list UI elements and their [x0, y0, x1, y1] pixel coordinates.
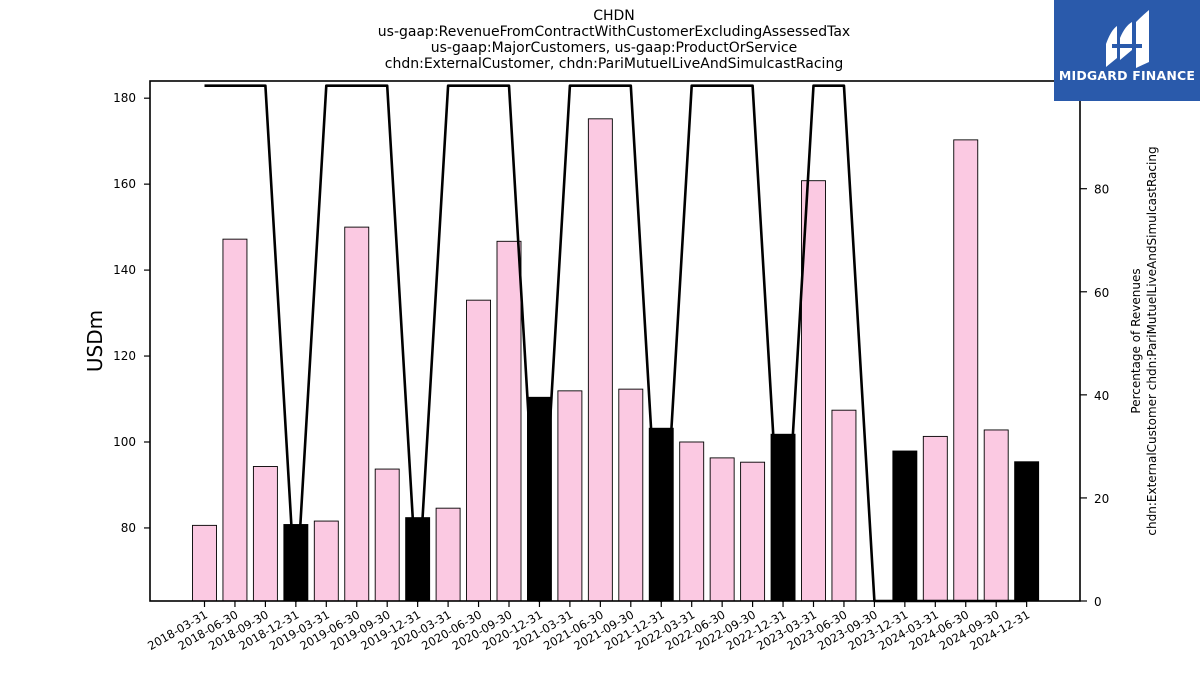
bar-2022-03-31	[679, 441, 705, 602]
chart-title-ticker: CHDN	[593, 8, 635, 24]
bar-2021-03-31	[557, 390, 583, 602]
y2-axis-label-line2: chdn:ExternalCustomer chdn:PariMutuelLiv…	[1145, 146, 1159, 535]
chart-title-members: chdn:ExternalCustomer, chdn:PariMutuelLi…	[384, 56, 844, 72]
bar-2023-06-30	[831, 409, 857, 602]
bar-2024-12-31	[1014, 461, 1040, 602]
y-axis-label: USDm	[83, 310, 107, 372]
bar-2019-03-31	[313, 520, 339, 602]
y-tick-label: 120	[113, 349, 136, 363]
y-tick-label: 160	[113, 177, 136, 191]
y-tick-label: 180	[113, 91, 136, 105]
chart-title-axes: us-gaap:MajorCustomers, us-gaap:ProductO…	[430, 40, 798, 56]
bar-2023-03-31	[801, 180, 826, 602]
plot-frame	[149, 80, 1081, 602]
bar-2019-06-30	[344, 226, 370, 602]
y2-tick-label: 80	[1094, 183, 1109, 197]
y-tick-label: 80	[121, 521, 136, 535]
bar-series	[192, 118, 1040, 602]
y-tick-label: 140	[113, 263, 136, 277]
bar-2020-03-31	[435, 507, 461, 602]
y2-axis-label-line1: Percentage of Revenues	[1129, 268, 1143, 413]
bar-2022-06-30	[709, 457, 735, 602]
bar-2020-12-31	[527, 396, 552, 602]
right-axis-ticks: 020406080100	[1080, 80, 1117, 609]
midgard-finance-logo: MIDGARD FINANCE	[1054, 0, 1200, 101]
bar-2024-09-30	[983, 429, 1009, 602]
bar-2019-09-30	[374, 468, 400, 602]
bar-2018-06-30	[222, 238, 248, 602]
y2-tick-label: 40	[1094, 389, 1109, 403]
logo-text: MIDGARD FINANCE	[1058, 68, 1196, 83]
bar-2024-06-30	[953, 139, 979, 602]
y2-tick-label: 0	[1094, 595, 1102, 609]
left-axis-ticks: 80 100 120 140 160 180	[113, 91, 150, 535]
bar-2020-09-30	[496, 240, 522, 602]
y-tick-label: 100	[113, 435, 136, 449]
bar-2024-03-31	[922, 435, 948, 602]
chart-title-concept: us-gaap:RevenueFromContractWithCustomerE…	[377, 24, 851, 40]
bar-2022-09-30	[740, 461, 766, 602]
bar-2018-09-30	[252, 466, 278, 602]
bar-2023-12-31	[892, 450, 918, 602]
x-axis-ticks: 2018-03-312018-06-302018-09-302018-12-31…	[145, 601, 1032, 653]
y2-tick-label: 20	[1094, 492, 1109, 506]
bar-2021-09-30	[618, 388, 644, 602]
chart-title-block: CHDN us-gaap:RevenueFromContractWithCust…	[214, 8, 1014, 72]
bar-2020-06-30	[466, 299, 491, 602]
bar-2018-03-31	[192, 524, 217, 602]
bar-2021-06-30	[587, 118, 613, 602]
y2-tick-label: 60	[1094, 286, 1109, 300]
midgard-logo-icon	[1106, 10, 1149, 68]
